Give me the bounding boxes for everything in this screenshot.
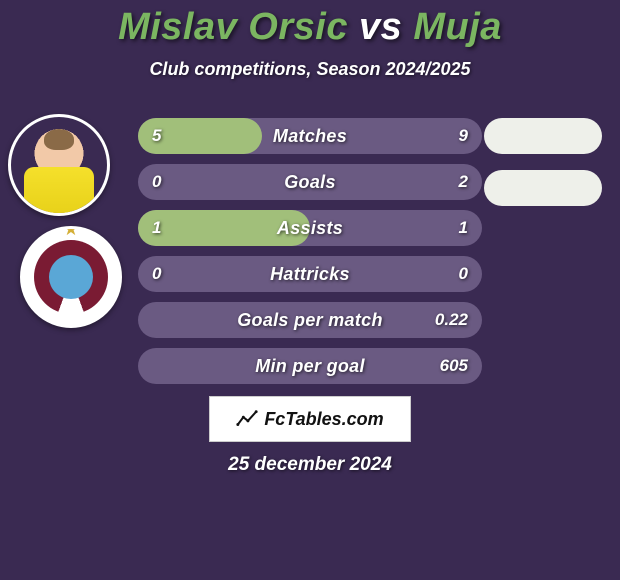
stat-right-value: 1 [459, 210, 468, 246]
player1-avatar [8, 114, 110, 216]
stat-row-goals-per-match: Goals per match0.22 [138, 302, 482, 338]
watermark-text: FcTables.com [264, 409, 383, 430]
club-crest-icon: ★ [23, 229, 119, 325]
title-vs: vs [348, 6, 413, 48]
stat-right-value: 605 [440, 348, 468, 384]
stat-right-value: 0.22 [435, 302, 468, 338]
stat-label: Hattricks [138, 256, 482, 292]
subtitle: Club competitions, Season 2024/2025 [0, 59, 620, 80]
title-player2: Muja [413, 6, 502, 48]
stat-row-assists: 1Assists1 [138, 210, 482, 246]
stat-label: Min per goal [138, 348, 482, 384]
player1-portrait-icon [11, 117, 107, 213]
avatar-column: ★ [8, 114, 118, 328]
crest-star-icon: ★ [63, 226, 79, 240]
stat-right-value: 9 [459, 118, 468, 154]
stat-label: Goals [138, 164, 482, 200]
player2-club-crest: ★ [20, 226, 122, 328]
page-title: Mislav Orsic vs Muja [0, 6, 620, 49]
pill-1 [484, 118, 602, 154]
stat-row-matches: 5Matches9 [138, 118, 482, 154]
stat-row-min-per-goal: Min per goal605 [138, 348, 482, 384]
comparison-card: Mislav Orsic vs Muja Club competitions, … [0, 0, 620, 580]
chart-icon [236, 408, 258, 430]
stat-row-goals: 0Goals2 [138, 164, 482, 200]
watermark-badge: FcTables.com [209, 396, 411, 442]
stat-bars: 5Matches90Goals21Assists10Hattricks0Goal… [138, 118, 482, 394]
stat-row-hattricks: 0Hattricks0 [138, 256, 482, 292]
stat-right-value: 2 [459, 164, 468, 200]
pill-2 [484, 170, 602, 206]
stat-label: Matches [138, 118, 482, 154]
crest-inner-circle [49, 255, 94, 300]
stat-label: Goals per match [138, 302, 482, 338]
stat-label: Assists [138, 210, 482, 246]
date-text: 25 december 2024 [0, 454, 620, 476]
right-pill-column [484, 118, 602, 222]
stat-right-value: 0 [459, 256, 468, 292]
crest-outer-ring [34, 240, 109, 315]
title-player1: Mislav Orsic [118, 6, 348, 48]
